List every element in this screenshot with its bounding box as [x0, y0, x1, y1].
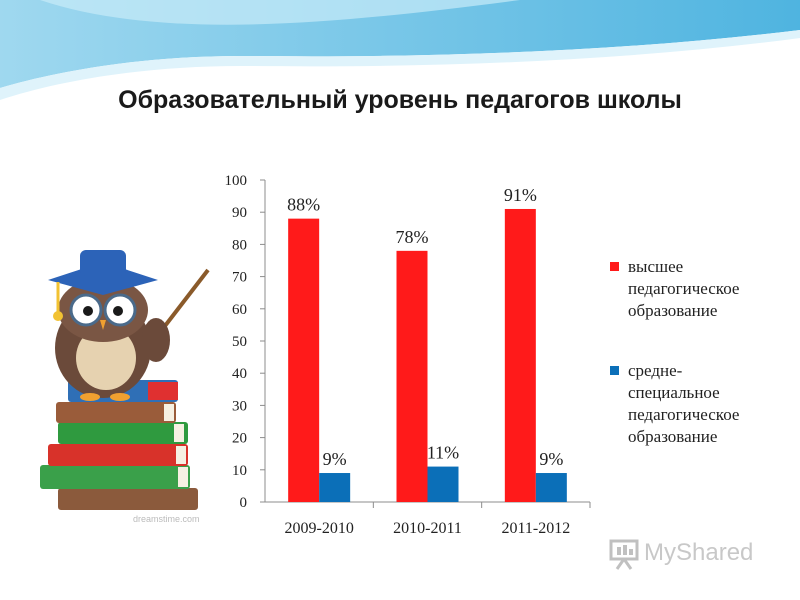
- page-title: Образовательный уровень педагогов школы: [118, 86, 682, 114]
- y-tick-label: 10: [232, 463, 247, 479]
- header-wave-decoration: [0, 0, 800, 100]
- bar: [427, 466, 459, 502]
- stamp-text: dreamstime.com: [133, 514, 200, 524]
- y-tick-label: 50: [232, 334, 247, 350]
- bar: [288, 218, 320, 502]
- y-tick-label: 70: [232, 270, 247, 286]
- legend-label-line: образование: [628, 301, 718, 320]
- legend-label-line: средне-: [628, 361, 683, 380]
- legend-item-higher-education: высшее педагогическое образование: [610, 256, 790, 322]
- data-label: 11%: [427, 443, 459, 463]
- bar: [396, 250, 428, 502]
- y-tick-label: 0: [240, 495, 248, 511]
- legend-label-line: педагогическое: [628, 279, 740, 298]
- y-tick-label: 60: [232, 302, 247, 318]
- data-label: 78%: [396, 227, 429, 247]
- bars: [288, 208, 567, 503]
- owl-teacher-icon: dreamstime.com: [40, 250, 210, 524]
- data-labels: 88% 9% 78% 11% 91% 9%: [287, 185, 563, 469]
- data-label: 88%: [287, 195, 320, 215]
- owl-illustration: dreamstime.com: [28, 240, 218, 535]
- legend-swatch-blue: [610, 366, 619, 375]
- x-tick-label: 2009-2010: [285, 520, 354, 537]
- legend-label-line: высшее: [628, 257, 684, 276]
- x-axis: 2009-2010 2010-2011 2011-2012: [265, 501, 591, 537]
- x-tick-label: 2011-2012: [501, 520, 570, 537]
- legend-label-line: специальное: [628, 383, 720, 402]
- y-tick-label: 40: [232, 366, 247, 382]
- data-label: 91%: [504, 185, 537, 205]
- legend-label-line: педагогическое: [628, 405, 740, 424]
- x-tick-label: 2010-2011: [393, 520, 462, 537]
- watermark-text: MyShared: [644, 539, 754, 566]
- bar: [319, 473, 351, 502]
- presentation-board-icon: [609, 539, 639, 570]
- y-tick-label: 90: [232, 205, 247, 221]
- bar: [535, 473, 567, 502]
- legend-item-secondary-special-education: средне- специальное педагогическое образ…: [610, 360, 790, 448]
- legend-swatch-red: [610, 262, 619, 271]
- y-tick-label: 80: [232, 237, 247, 253]
- y-tick-label: 30: [232, 398, 247, 414]
- data-label: 9%: [323, 449, 347, 469]
- data-label: 9%: [539, 449, 563, 469]
- y-tick-label: 100: [225, 173, 248, 189]
- bar: [504, 208, 536, 503]
- y-tick-label: 20: [232, 431, 247, 447]
- y-axis: 0 10 20 30 40 50 60 70 80 90 100: [225, 173, 266, 511]
- legend-label-line: образование: [628, 427, 718, 446]
